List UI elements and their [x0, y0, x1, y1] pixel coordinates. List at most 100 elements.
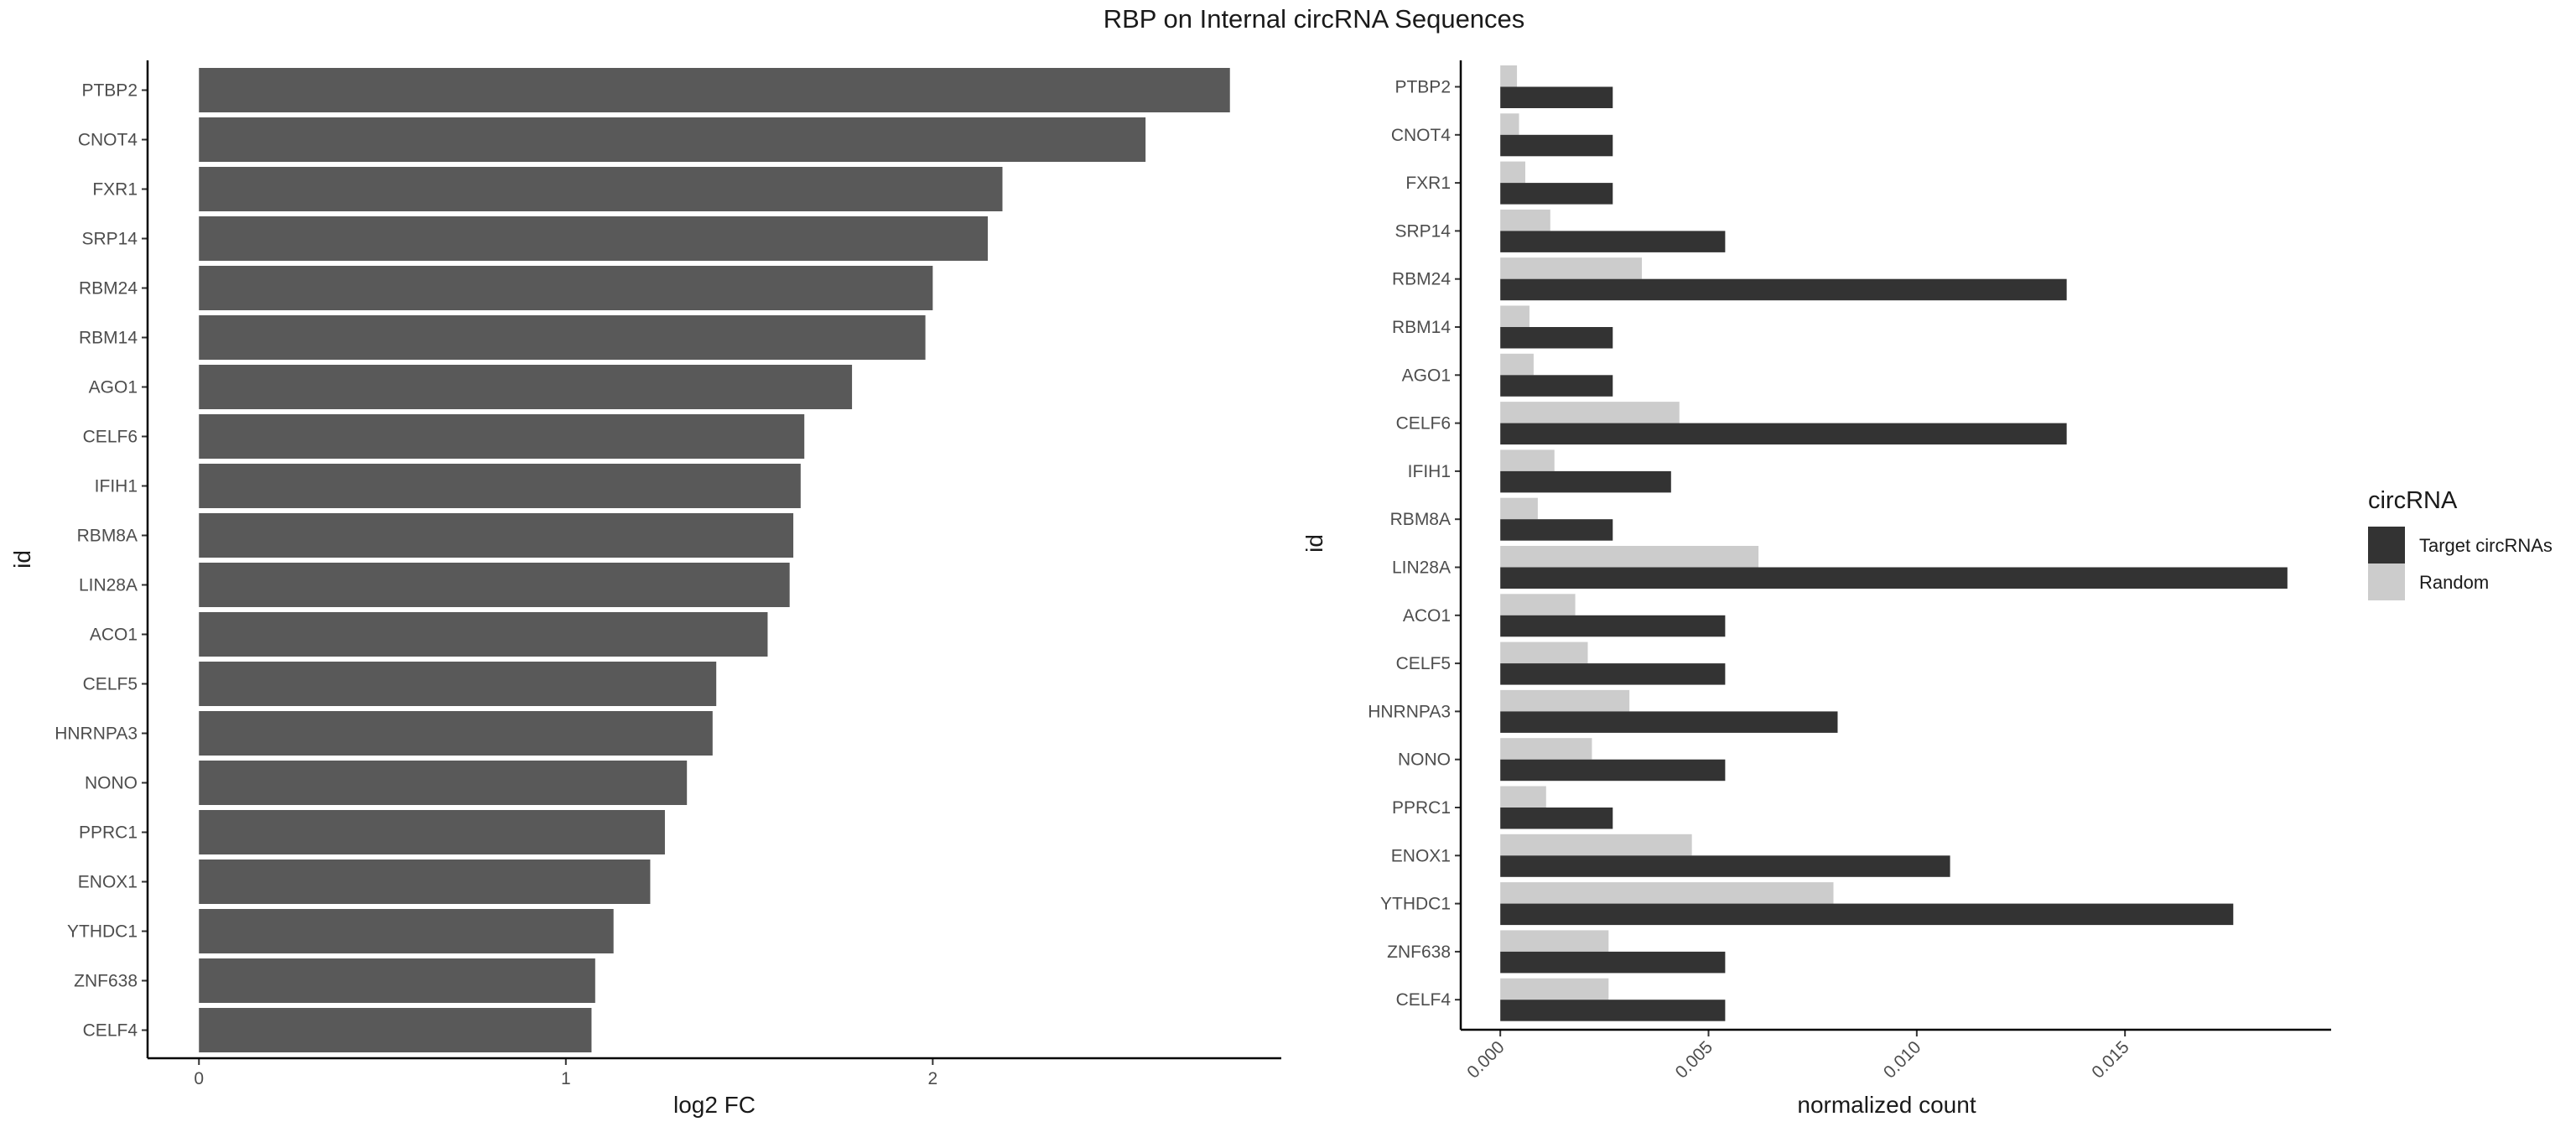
left-y-tick-label-aco1: ACO1	[90, 626, 138, 645]
left-bar-celf6	[199, 414, 805, 459]
target-bar-pprc1	[1500, 808, 1613, 829]
right-y-tick-label-fxr1: FXR1	[1405, 174, 1451, 193]
left-bar-lin28a	[199, 563, 790, 607]
left-y-axis-title: id	[9, 550, 35, 569]
left-bar-nono	[199, 761, 688, 805]
target-bar-hnrnpa3	[1500, 711, 1838, 733]
left-y-tick-label-rbm8a: RBM8A	[77, 527, 138, 546]
right-y-axis-title: id	[1301, 534, 1327, 553]
right-y-tick-label-hnrnpa3: HNRNPA3	[1368, 702, 1451, 721]
left-y-tick-label-ifih1: IFIH1	[95, 477, 138, 496]
left-bar-hnrnpa3	[199, 711, 713, 756]
random-bar-znf638	[1500, 930, 1609, 952]
legend-items: Target circRNAs Random	[2368, 527, 2553, 600]
left-x-tick-label-0: 0	[194, 1069, 204, 1088]
chart-title: RBP on Internal circRNA Sequences	[1104, 4, 1525, 34]
left-bar-fxr1	[199, 167, 1003, 211]
left-y-tick-label-nono: NONO	[85, 774, 138, 793]
target-bar-nono	[1500, 759, 1726, 782]
left-y-tick-label-fxr1: FXR1	[92, 180, 138, 200]
left-bar-enox1	[199, 860, 651, 904]
left-bars	[199, 68, 1230, 1052]
target-bar-ago1	[1500, 375, 1613, 397]
target-bar-aco1	[1500, 615, 1726, 637]
left-bar-ago1	[199, 365, 853, 409]
left-x-axis-title: log2 FC	[673, 1092, 756, 1118]
left-y-tick-label-rbm14: RBM14	[79, 329, 138, 348]
left-bar-aco1	[199, 612, 768, 657]
target-bar-ifih1	[1500, 470, 1671, 493]
right-y-tick-label-znf638: ZNF638	[1387, 943, 1451, 962]
random-bar-rbm14	[1500, 305, 1530, 327]
left-y-tick-label-cnot4: CNOT4	[78, 131, 138, 150]
left-bar-cnot4	[199, 117, 1146, 162]
random-bar-ythdc1	[1500, 882, 1834, 904]
legend-label-target-circrnas: Target circRNAs	[2419, 535, 2553, 556]
right-y-tick-label-cnot4: CNOT4	[1391, 126, 1451, 145]
random-bar-pprc1	[1500, 786, 1546, 808]
left-y-tick-label-celf5: CELF5	[83, 675, 138, 694]
right-y-tick-label-ago1: AGO1	[1402, 366, 1451, 385]
target-bar-ythdc1	[1500, 903, 2234, 926]
random-bar-rbm24	[1500, 257, 1643, 279]
left-bar-rbm24	[199, 266, 933, 310]
target-bar-rbm24	[1500, 278, 2067, 301]
target-bar-cnot4	[1500, 134, 1613, 157]
right-y-tick-label-ythdc1: YTHDC1	[1380, 895, 1451, 914]
random-bar-ago1	[1500, 353, 1534, 376]
random-bar-lin28a	[1500, 546, 1759, 568]
random-bar-cnot4	[1500, 113, 1519, 135]
random-bar-ifih1	[1500, 449, 1555, 471]
right-y-tick-label-celf6: CELF6	[1396, 414, 1451, 434]
right-y-tick-label-ptbp2: PTBP2	[1394, 78, 1451, 97]
legend-key-random	[2368, 564, 2405, 600]
target-bar-rbm14	[1500, 327, 1613, 349]
left-y-tick-label-hnrnpa3: HNRNPA3	[55, 724, 138, 744]
target-bar-fxr1	[1500, 183, 1613, 205]
legend-label-random: Random	[2419, 572, 2489, 593]
left-y-tick-label-enox1: ENOX1	[78, 873, 138, 892]
target-bar-celf5	[1500, 663, 1726, 685]
random-bar-celf6	[1500, 402, 1680, 423]
right-y-tick-label-celf4: CELF4	[1396, 990, 1452, 1010]
left-y-tick-label-rbm24: RBM24	[79, 279, 138, 299]
target-bar-znf638	[1500, 951, 1726, 974]
random-bar-ptbp2	[1500, 65, 1518, 87]
left-y-tick-label-ythdc1: YTHDC1	[67, 922, 138, 942]
left-bar-pprc1	[199, 810, 665, 854]
left-bar-ptbp2	[199, 68, 1230, 112]
right-y-tick-label-lin28a: LIN28A	[1392, 558, 1451, 578]
right-y-tick-label-srp14: SRP14	[1394, 221, 1451, 241]
right-x-axis-title: normalized count	[1797, 1092, 1976, 1118]
target-bar-ptbp2	[1500, 86, 1613, 108]
random-bar-enox1	[1500, 834, 1692, 856]
left-bar-rbm8a	[199, 513, 794, 558]
target-bar-lin28a	[1500, 567, 2288, 589]
left-bar-celf4	[199, 1008, 592, 1052]
left-y-tick-label-lin28a: LIN28A	[79, 576, 138, 595]
left-x-ticks: 0 1 2	[194, 1058, 937, 1088]
target-bar-srp14	[1500, 231, 1726, 252]
random-bar-nono	[1500, 738, 1592, 760]
right-y-tick-label-pprc1: PPRC1	[1392, 798, 1451, 818]
random-bar-fxr1	[1500, 161, 1525, 184]
left-y-tick-label-celf6: CELF6	[83, 428, 138, 447]
right-y-tick-label-celf5: CELF5	[1396, 654, 1451, 673]
right-panel: PTBP2 CNOT4 FXR1 SRP14 RBM24 RBM14 AGO1 CELF6 IF…	[1301, 60, 2331, 1118]
left-y-tick-labels: PTBP2 CNOT4 FXR1 SRP14 RBM24 RBM14 AGO1 CELF6 IF…	[55, 81, 148, 1041]
left-bar-rbm14	[199, 315, 926, 360]
left-panel: PTBP2 CNOT4 FXR1 SRP14 RBM24 RBM14 AGO1 CELF6 IF…	[9, 60, 1281, 1118]
right-y-tick-label-nono: NONO	[1398, 750, 1451, 770]
right-y-tick-label-ifih1: IFIH1	[1408, 462, 1451, 481]
right-y-tick-label-rbm24: RBM24	[1392, 270, 1451, 289]
random-bar-celf5	[1500, 641, 1588, 664]
random-bar-aco1	[1500, 594, 1576, 615]
left-x-tick-label-2: 2	[927, 1069, 937, 1088]
right-y-tick-label-enox1: ENOX1	[1391, 846, 1451, 865]
right-bars	[1500, 65, 2288, 1021]
legend: circRNA Target circRNAs Random	[2368, 487, 2553, 600]
random-bar-hnrnpa3	[1500, 689, 1630, 712]
left-bar-srp14	[199, 216, 988, 261]
left-x-tick-label-1: 1	[561, 1069, 571, 1088]
